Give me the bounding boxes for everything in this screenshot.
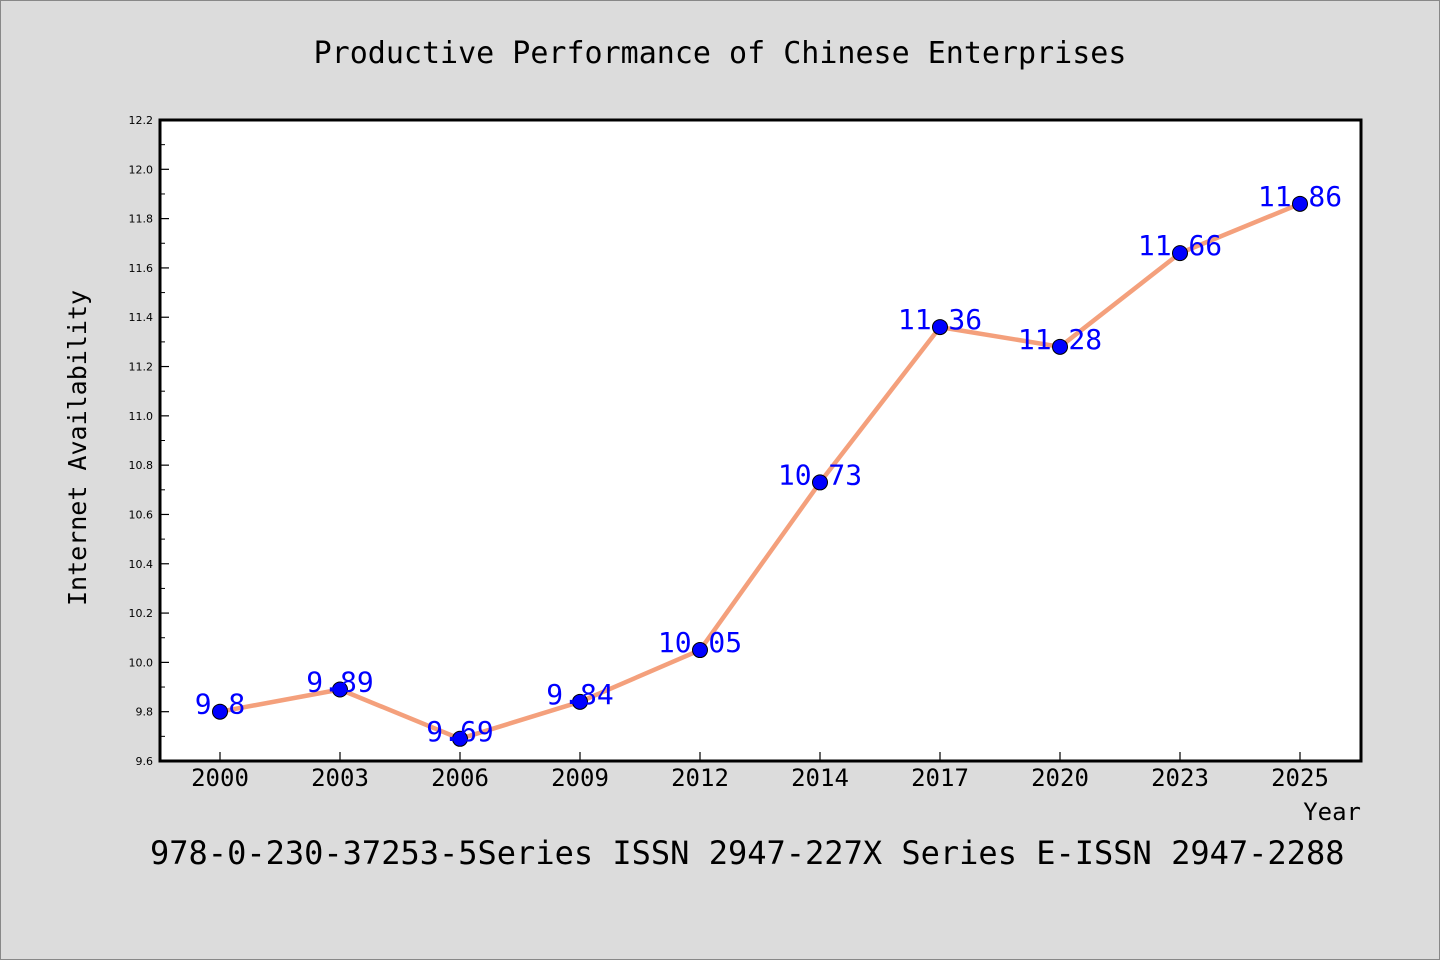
y-tick-label: 10.0: [129, 656, 154, 669]
y-tick-label: 9.6: [136, 755, 154, 768]
y-tick-label: 9.8: [136, 706, 154, 719]
x-tick-label: 2000: [191, 764, 249, 792]
data-label: 11.86: [1258, 180, 1342, 213]
series-line: [219, 201, 1301, 742]
x-tick-label: 2003: [311, 764, 369, 792]
data-label: 9.89: [306, 666, 373, 699]
y-tick-label: 12.0: [129, 163, 154, 176]
data-label: 11.28: [1018, 323, 1102, 356]
x-tick-label: 2025: [1271, 764, 1329, 792]
x-axis-label: Year: [1303, 798, 1361, 826]
data-point: [1052, 338, 1068, 355]
data-label: 11.36: [898, 303, 982, 336]
y-axis-label: Internet Availability: [63, 290, 92, 606]
data-point: [1292, 195, 1308, 212]
chart-title: Productive Performance of Chinese Enterp…: [314, 36, 1127, 71]
y-tick-label: 11.2: [129, 361, 154, 374]
x-tick-label: 2023: [1151, 764, 1209, 792]
x-tick-label: 2009: [551, 764, 609, 792]
y-tick-label: 10.8: [129, 459, 154, 472]
x-axis: 2000 2003 2006 2009 2012 2014 2017 2020 2023 2025: [191, 752, 1329, 792]
y-tick-label: 10.4: [129, 558, 154, 571]
x-tick-label: 2006: [431, 764, 489, 792]
y-tick-label: 11.6: [129, 262, 154, 275]
x-tick-label: 2014: [791, 764, 849, 792]
y-tick-label: 11.0: [129, 410, 154, 423]
data-point: [812, 474, 828, 491]
y-tick-label: 11.8: [129, 213, 154, 226]
data-label: 9.84: [546, 678, 613, 711]
data-point: [932, 319, 948, 336]
plot-area: [160, 120, 1361, 761]
data-label: 9.8: [195, 688, 246, 721]
data-labels: 9.8 9.89 9.69 9.84 10.05 10.73 11.36 11.28 11.66…: [195, 180, 1342, 748]
y-axis: 9.6 9.8 10.0 10.2 10.4 10.6 10.8 11.0 11.2 11.4 11…: [129, 114, 169, 768]
x-tick-label: 2020: [1031, 764, 1089, 792]
data-point: [692, 642, 708, 659]
data-point: [332, 681, 348, 698]
series-markers: [212, 195, 1308, 747]
y-tick-label: 10.6: [129, 508, 154, 521]
data-label: 10.73: [778, 458, 862, 491]
data-label: 11.66: [1138, 229, 1222, 262]
data-label: 9.69: [426, 715, 493, 748]
y-tick-label: 10.2: [129, 607, 154, 620]
x-tick-label: 2017: [911, 764, 969, 792]
y-tick-label: 11.4: [129, 311, 154, 324]
data-point: [212, 703, 228, 720]
footer-text: 978-0-230-37253-5Series ISSN 2947-227X S…: [150, 834, 1344, 872]
data-label: 10.05: [658, 626, 742, 659]
data-point: [452, 730, 468, 747]
data-point: [572, 693, 588, 710]
data-point: [1172, 245, 1188, 262]
y-tick-label: 12.2: [129, 114, 154, 127]
plot-border: [158, 118, 1363, 763]
x-tick-label: 2012: [671, 764, 729, 792]
